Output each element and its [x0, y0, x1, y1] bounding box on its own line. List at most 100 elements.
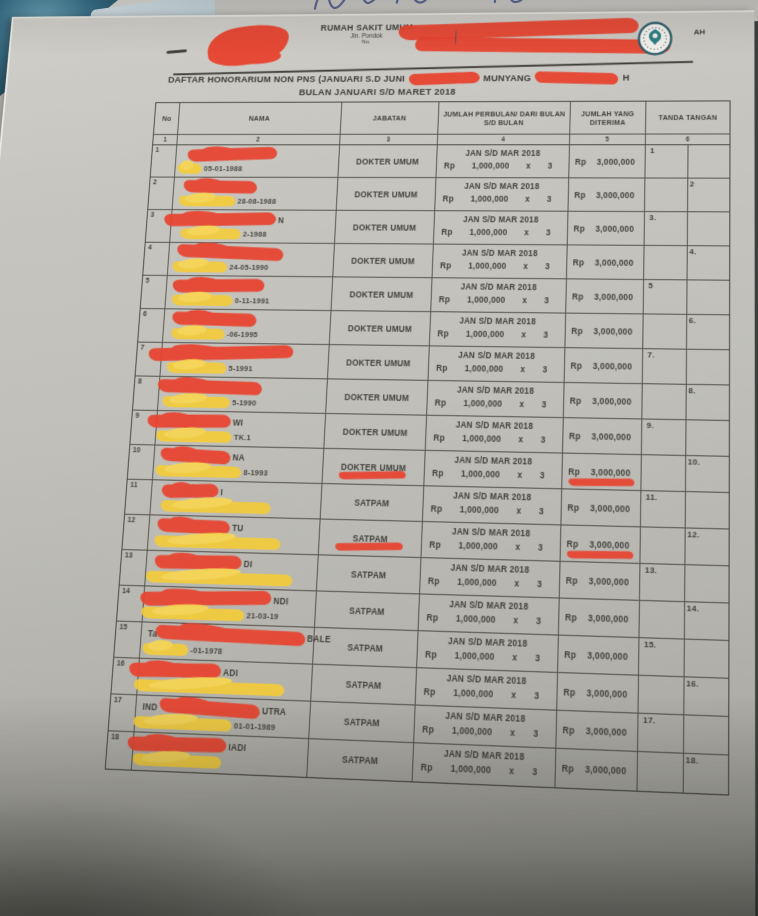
- row-number: 6: [142, 311, 148, 318]
- period-text: JAN S/D MAR 2018: [455, 419, 534, 431]
- months-count: 3: [546, 193, 552, 204]
- jabatan-cell: SATPAM: [314, 591, 421, 631]
- signature-cell: 4.: [644, 246, 729, 280]
- row-number: 16: [116, 660, 126, 668]
- document-title: DAFTAR HONORARIUM NON PNS (JANUARI S.D J…: [168, 71, 630, 86]
- row-number: 1: [155, 147, 160, 154]
- period-text: JAN S/D MAR 2018: [459, 315, 536, 326]
- yellow-marker-redaction: [132, 752, 222, 769]
- total-cell: Rp 3,000,000: [557, 635, 640, 675]
- total-cell: Rp 3,000,000: [563, 382, 644, 419]
- months-count: 3: [539, 469, 545, 480]
- amount-line: Rp 1,000,000 x 3: [433, 260, 566, 271]
- date-fragment: 2-1988: [242, 229, 267, 239]
- name-cell: -06-1995: [163, 309, 331, 345]
- name-cell: IADI: [127, 732, 309, 777]
- currency-label: Rp: [572, 256, 585, 267]
- name-fragment: ADI: [222, 666, 239, 678]
- amount-cell: JAN S/D MAR 2018 Rp 1,000,000 x 3: [428, 346, 565, 382]
- red-marker-redaction: [171, 311, 258, 327]
- period-text: JAN S/D MAR 2018: [462, 214, 539, 224]
- signature-number: 8.: [688, 385, 696, 396]
- currency-label: Rp: [570, 359, 583, 371]
- date-fragment: 24-05-1990: [229, 262, 269, 272]
- row-number-cell: 8: [133, 376, 161, 410]
- row-number: 12: [127, 516, 136, 525]
- colnum: 1: [153, 134, 179, 145]
- row-number-cell: 2: [148, 177, 176, 210]
- date-fragment: TK.1: [233, 432, 252, 442]
- jabatan-cell: SATPAM: [306, 739, 415, 782]
- multiplier: x: [525, 160, 531, 170]
- currency-label: Rp: [436, 362, 448, 373]
- monthly-amount: 1,000,000: [458, 539, 499, 552]
- multiplier: x: [525, 193, 531, 204]
- monthly-amount: 1,000,000: [471, 160, 510, 170]
- name-cell: NA 8-1993: [153, 445, 324, 483]
- multiplier: x: [514, 577, 520, 589]
- currency-label: Rp: [563, 685, 576, 698]
- months-count: 3: [537, 541, 543, 553]
- total-cell: Rp 3,000,000: [566, 245, 645, 279]
- months-count: 3: [533, 727, 539, 739]
- signature-number: 16.: [686, 678, 699, 690]
- row-number: 7: [140, 344, 145, 352]
- red-marker-redaction: [154, 554, 243, 570]
- monthly-amount: 1,000,000: [468, 260, 507, 271]
- jabatan-text: DOKTER UMUM: [352, 222, 417, 233]
- yellow-marker-redaction: [171, 294, 234, 306]
- name-cell: NDI 21-03-19: [140, 586, 317, 627]
- amount-cell: JAN S/D MAR 2018 Rp 1,000,000 x 3: [424, 450, 563, 489]
- redacted-id-line: 0-11-1991: [166, 294, 331, 308]
- total-amount: 3,000,000: [595, 223, 635, 234]
- signature-number: 14.: [686, 603, 700, 614]
- monthly-amount: 1,000,000: [464, 362, 504, 374]
- jabatan-text: SATPAM: [345, 678, 382, 691]
- signature-number: 15.: [643, 639, 657, 650]
- redacted-id-line: [151, 499, 320, 515]
- jabatan-text: DOKTER UMUM: [351, 255, 415, 266]
- signature-number: 11.: [645, 492, 658, 503]
- jabatan-cell: SATPAM: [308, 701, 416, 743]
- name-fragment: NDI: [273, 594, 289, 607]
- signature-cell: 9.: [642, 420, 729, 456]
- signature-number: 4.: [689, 247, 697, 257]
- period-text: JAN S/D MAR 2018: [446, 673, 527, 686]
- jabatan-text: SATPAM: [347, 641, 384, 654]
- yellow-marker-redaction: [154, 534, 282, 550]
- table-row: 1 05-01-1988 DOKTER UMUM JAN S/D MAR 201…: [150, 145, 730, 179]
- total-amount: 3,000,000: [589, 502, 631, 514]
- hospital-logo: [636, 20, 674, 56]
- yellow-marker-redaction: [162, 395, 231, 408]
- total-amount: 3,000,000: [592, 360, 633, 372]
- name-cell: IND UTRA 01-01-1989: [133, 695, 311, 739]
- total-cell: Rp 3,000,000: [561, 453, 643, 491]
- yellow-marker-redaction: [155, 464, 242, 478]
- signature-cell: 14.: [640, 601, 729, 640]
- date-fragment: -06-1995: [226, 329, 259, 339]
- monthly-amount: 1,000,000: [456, 575, 497, 588]
- name-fragment: NA: [232, 451, 246, 463]
- jabatan-cell: DOKTER UMUM: [322, 448, 427, 486]
- jabatan-text: SATPAM: [343, 715, 381, 729]
- signature-number: 5: [648, 281, 654, 291]
- amount-line: Rp 1,000,000 x 3: [426, 432, 562, 445]
- total-cell: Rp 3,000,000: [565, 279, 645, 314]
- row-number: 17: [113, 696, 123, 705]
- currency-label: Rp: [574, 156, 587, 167]
- monthly-amount: 1,000,000: [459, 503, 500, 515]
- yellow-marker-redaction: [141, 605, 246, 621]
- signature-cell: 6.: [643, 314, 729, 349]
- jabatan-cell: DOKTER UMUM: [327, 345, 431, 380]
- total-cell: Rp 3,000,000: [564, 313, 644, 349]
- total-cell: Rp 3,000,000: [558, 598, 641, 638]
- name-cell: 05-01-1988: [175, 145, 340, 177]
- yellow-marker-redaction: [142, 642, 189, 656]
- signature-cell: 15.: [639, 638, 728, 678]
- total-cell: Rp 3,000,000: [567, 178, 646, 212]
- row-number-cell: 6: [138, 309, 166, 342]
- redacted-id-line: 2-1988: [171, 227, 335, 240]
- signature-cell: 11.: [641, 491, 728, 528]
- currency-label: Rp: [567, 501, 580, 513]
- name-cell: 5-1991: [148, 342, 330, 379]
